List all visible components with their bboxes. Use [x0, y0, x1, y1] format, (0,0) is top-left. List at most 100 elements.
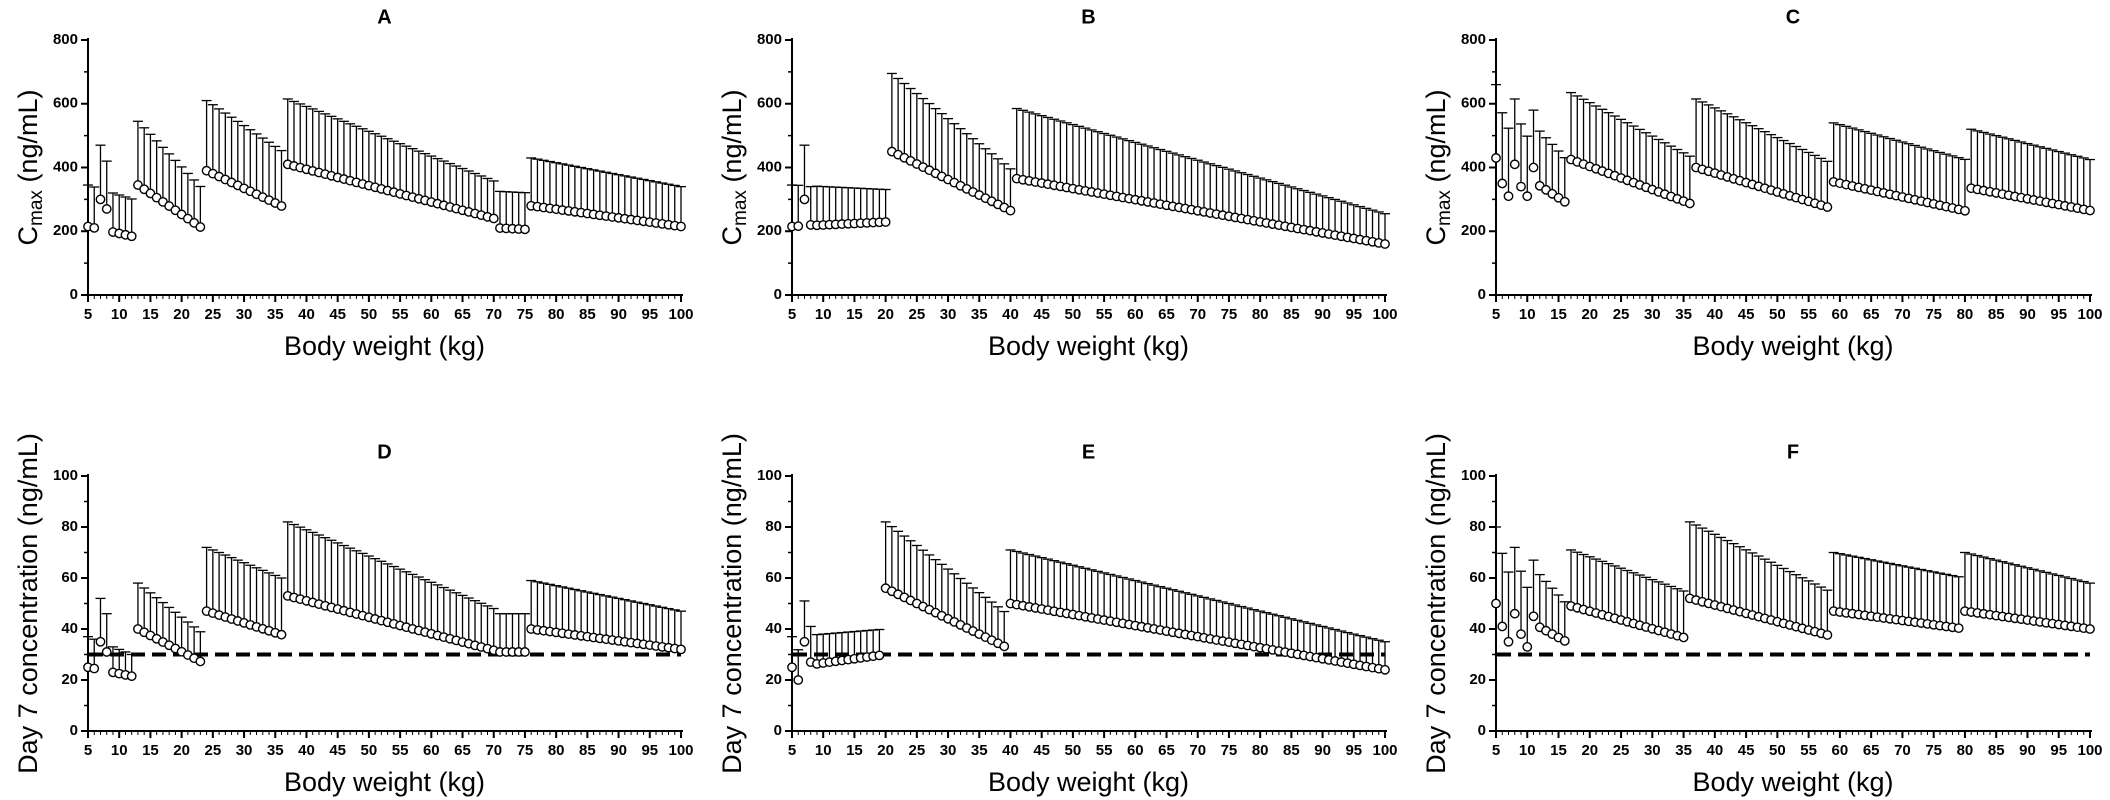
x-tick-label: 85 — [1283, 742, 1300, 759]
x-tick-label: 80 — [1957, 742, 1974, 759]
y-tick-label: 600 — [757, 95, 782, 112]
x-tick-label: 95 — [2050, 306, 2067, 323]
x-tick-label: 85 — [1283, 306, 1300, 323]
x-tick-label: 50 — [361, 742, 378, 759]
x-tick-label: 100 — [668, 742, 693, 759]
y-tick-label: 80 — [765, 518, 782, 535]
x-tick-label: 20 — [173, 306, 190, 323]
y-tick-label: 0 — [70, 286, 78, 303]
y-tick-label: 200 — [757, 222, 782, 239]
x-tick-label: 50 — [1065, 306, 1082, 323]
x-tick-label: 10 — [815, 742, 832, 759]
y-tick-label: 0 — [1478, 286, 1486, 303]
x-tick-label: 55 — [1096, 306, 1113, 323]
x-tick-label: 60 — [1832, 742, 1849, 759]
data-point — [101, 647, 112, 657]
x-tick-label: 45 — [329, 742, 346, 759]
x-tick-label: 85 — [1988, 742, 2005, 759]
y-tick-label: 200 — [53, 222, 78, 239]
data-point — [1522, 641, 1533, 652]
x-tick-label: 55 — [1800, 742, 1817, 759]
x-tick-label: 80 — [548, 742, 565, 759]
x-tick-label: 75 — [517, 742, 534, 759]
y-tick-label: 60 — [61, 569, 78, 586]
data-point — [1516, 181, 1526, 192]
data-point — [1678, 632, 1689, 643]
x-tick-label: 75 — [1221, 742, 1238, 759]
x-tick-label: 100 — [1372, 306, 1397, 323]
data-point — [799, 194, 810, 205]
x-tick-label: 85 — [579, 742, 596, 759]
y-tick-label: 40 — [61, 620, 78, 637]
data-point — [1005, 205, 1016, 216]
x-tick-label: 30 — [940, 306, 957, 323]
x-axis-label: Body weight (kg) — [1692, 767, 1893, 797]
x-tick-label: 65 — [454, 742, 471, 759]
y-axis-label: Day 7 concentration (ng/mL) — [1421, 433, 1451, 774]
x-axis-label: Body weight (kg) — [1692, 331, 1893, 361]
x-tick-label: 15 — [846, 742, 863, 759]
data-point — [520, 647, 530, 657]
x-tick-label: 55 — [392, 742, 409, 759]
x-tick-label: 55 — [392, 306, 409, 323]
data-point — [1516, 629, 1526, 639]
x-tick-label: 85 — [579, 306, 596, 323]
x-axis-label: Body weight (kg) — [988, 331, 1189, 361]
x-tick-label: 70 — [1189, 306, 1206, 323]
y-tick-label: 100 — [1461, 467, 1486, 484]
x-tick-label: 15 — [1550, 742, 1567, 759]
chart-panel-e: E 0 20 40 60 80 100 5 10 15 20 25 30 35 40 45 50 55 60 65 70… — [717, 433, 1397, 797]
panel-title: D — [377, 441, 391, 463]
panel-title: C — [1786, 6, 1800, 28]
y-tick-label: 100 — [53, 467, 78, 484]
y-tick-label: 800 — [1461, 31, 1486, 48]
data-point — [89, 222, 100, 233]
y-tick-label: 600 — [53, 95, 78, 112]
x-tick-label: 5 — [84, 306, 92, 323]
x-tick-label: 40 — [1706, 742, 1723, 759]
x-tick-label: 75 — [1925, 306, 1942, 323]
data-point — [1509, 608, 1520, 619]
y-tick-label: 60 — [765, 569, 782, 586]
x-tick-label: 5 — [788, 306, 796, 323]
x-tick-label: 45 — [329, 306, 346, 323]
chart-panel-c: C 0 200 400 600 800 5 10 15 20 25 30 35 40 45 50 55 60 65 7… — [1421, 6, 2102, 361]
x-tick-label: 90 — [610, 742, 627, 759]
x-tick-label: 35 — [1675, 742, 1692, 759]
data-point — [1509, 159, 1520, 170]
panel-title: F — [1787, 441, 1799, 463]
x-tick-label: 90 — [610, 306, 627, 323]
x-tick-label: 5 — [788, 742, 796, 759]
y-tick-label: 400 — [1461, 158, 1486, 175]
data-point — [95, 636, 106, 647]
data-point — [1684, 198, 1695, 209]
data-point — [2085, 205, 2095, 216]
x-tick-label: 45 — [1738, 306, 1755, 323]
y-axis-label: Day 7 concentration (ng/mL) — [717, 433, 747, 774]
data-point — [1503, 191, 1514, 202]
y-tick-label: 40 — [1469, 620, 1486, 637]
x-tick-label: 60 — [1832, 306, 1849, 323]
y-tick-label: 80 — [61, 518, 78, 535]
data-point — [101, 204, 112, 214]
x-tick-label: 45 — [1033, 742, 1050, 759]
data-point — [195, 222, 206, 232]
x-tick-label: 60 — [1127, 742, 1144, 759]
x-tick-label: 95 — [641, 306, 658, 323]
x-tick-label: 40 — [298, 742, 315, 759]
x-tick-label: 65 — [454, 306, 471, 323]
x-tick-label: 100 — [2077, 306, 2102, 323]
data-point — [1497, 178, 1508, 189]
x-tick-label: 85 — [1988, 306, 2005, 323]
x-tick-label: 40 — [1002, 306, 1019, 323]
y-tick-label: 40 — [765, 620, 782, 637]
x-tick-label: 25 — [204, 742, 221, 759]
x-tick-label: 90 — [2019, 742, 2036, 759]
x-tick-label: 60 — [423, 306, 440, 323]
data-point — [787, 662, 797, 673]
x-tick-label: 10 — [1519, 306, 1536, 323]
x-tick-label: 65 — [1158, 306, 1175, 323]
data-point — [1822, 202, 1833, 212]
x-tick-label: 25 — [908, 742, 925, 759]
data-point — [276, 201, 287, 211]
